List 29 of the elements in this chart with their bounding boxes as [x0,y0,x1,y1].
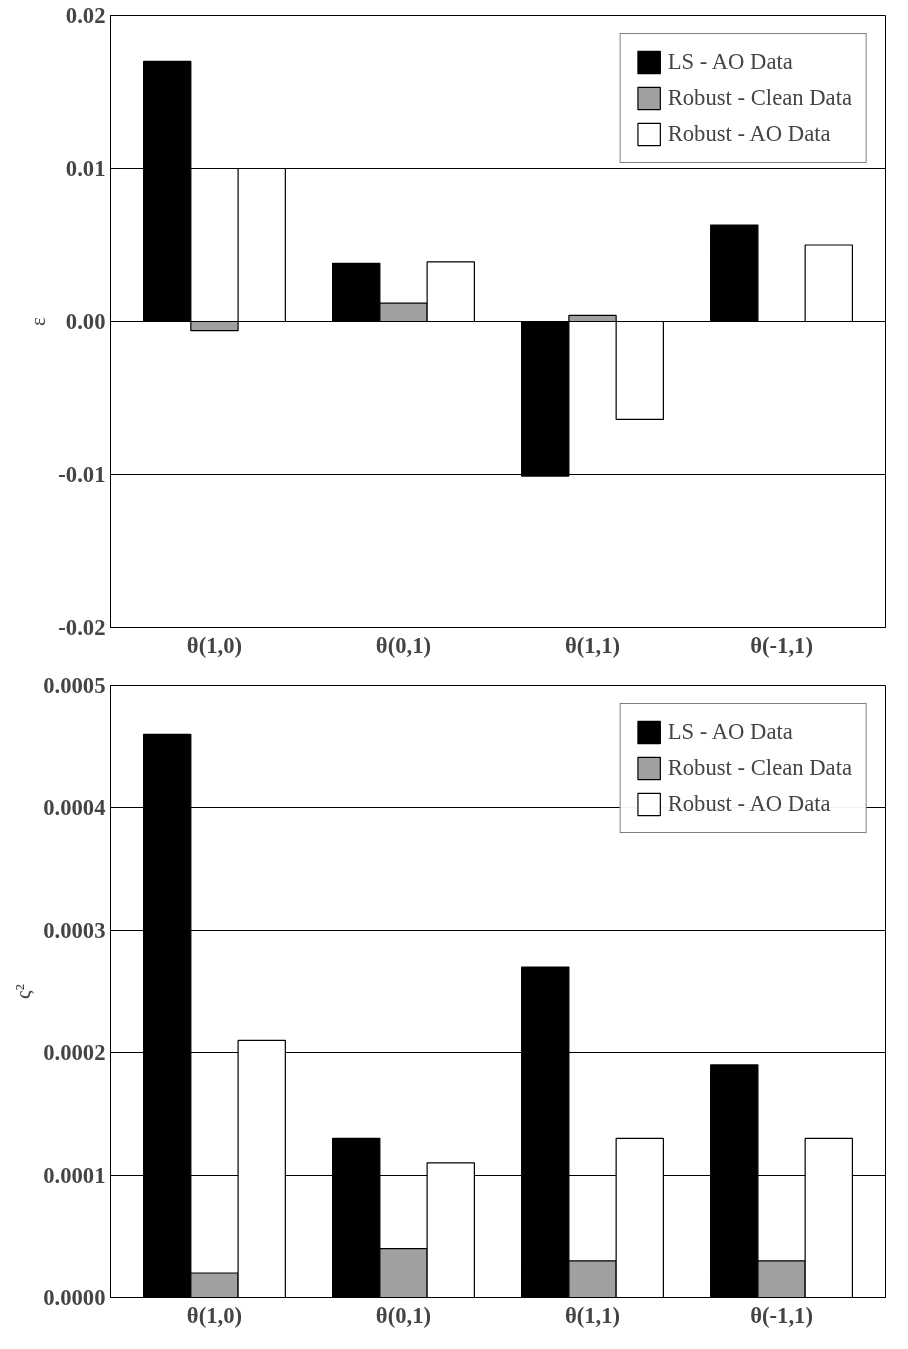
legend-label: LS - AO Data [667,719,793,745]
x-tick-label: θ(0,1) [375,1302,432,1328]
y-tick-label: 0.0005 [43,673,106,698]
y-tick-label: 0.0000 [43,1285,106,1310]
y-tick-label: 0.0001 [43,1162,106,1188]
legend-label: Robust - Clean Data [667,755,852,781]
y-tick-label: -0.02 [58,615,106,640]
y-tick-label: 0.00 [65,309,106,334]
bar [710,224,759,323]
legend-label: Robust - AO Data [667,121,831,147]
y-tick-label: 0.01 [65,156,106,181]
x-tick-label: θ(0,1) [375,632,432,658]
y-tick-label: 0.0004 [43,795,106,821]
y-axis-title: ς² [11,984,36,999]
x-tick-label: θ(1,1) [564,1302,621,1328]
x-tick-label: θ(-1,1) [750,1302,813,1328]
legend-label: LS - AO Data [667,49,793,75]
x-tick-label: θ(-1,1) [750,632,813,658]
x-tick-label: θ(1,0) [186,1302,243,1328]
x-tick-label: θ(1,1) [564,632,621,658]
y-tick-label: 0.02 [65,3,106,28]
y-tick-label: -0.01 [58,462,106,487]
legend-label: Robust - AO Data [667,791,831,817]
x-tick-label: θ(1,0) [186,632,243,658]
y-axis-title: ε [26,316,51,326]
y-tick-label: 0.0002 [43,1040,106,1066]
bar [804,244,854,323]
y-tick-label: 0.0003 [43,917,106,943]
legend-label: Robust - Clean Data [667,85,852,111]
